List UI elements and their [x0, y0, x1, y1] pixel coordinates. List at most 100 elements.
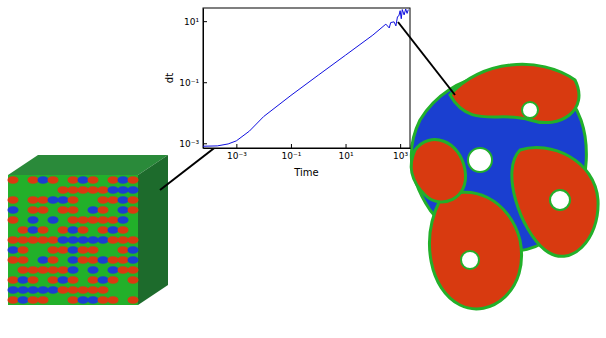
cube-blob: [28, 276, 39, 284]
y-tick-mark: [203, 143, 207, 144]
cube-blob: [78, 236, 89, 244]
cube-blob: [118, 266, 129, 274]
cube-front: [8, 175, 138, 305]
cube-blob: [68, 266, 79, 274]
cube-blob: [108, 276, 119, 284]
cube-blob: [58, 186, 69, 194]
cube-blob: [8, 286, 19, 294]
cube-blob: [18, 246, 29, 254]
cube-blob: [78, 256, 89, 264]
cube-blob: [128, 176, 139, 184]
cube-blob: [88, 246, 99, 254]
cube-blob: [78, 286, 89, 294]
cube-blob: [108, 256, 119, 264]
cube-blob: [8, 256, 19, 264]
cube-blob: [8, 196, 19, 204]
x-tick-mark: [400, 144, 401, 148]
cube-blob: [118, 206, 129, 214]
cube-blob: [88, 206, 99, 214]
cube-blob: [68, 216, 79, 224]
cube-blob: [78, 246, 89, 254]
cube-blob: [58, 286, 69, 294]
cube-blob: [58, 196, 69, 204]
cube-blob: [108, 196, 119, 204]
cube-blob: [128, 246, 139, 254]
hole: [461, 251, 479, 269]
cube-blob: [68, 196, 79, 204]
cube-blob: [8, 216, 19, 224]
x-tick: 10¹: [339, 144, 354, 161]
cube-blob: [48, 266, 59, 274]
cube-blob: [48, 246, 59, 254]
cube-blob: [18, 236, 29, 244]
cube-blob: [118, 226, 129, 234]
right-structure: [411, 64, 598, 308]
cube-blob: [28, 196, 39, 204]
cube-blob: [48, 236, 59, 244]
cube-blob: [8, 296, 19, 304]
cube-blob: [98, 186, 109, 194]
x-tick-label: 10⁻³: [227, 151, 247, 161]
cube-blob: [48, 256, 59, 264]
y-axis-line: [203, 9, 204, 149]
cube-blob: [38, 206, 49, 214]
cube-blob: [8, 206, 19, 214]
cube-blob: [88, 176, 99, 184]
cube-blob: [58, 276, 69, 284]
cube-blob: [128, 296, 139, 304]
y-tick-label: 10⁻³: [179, 139, 199, 149]
cube-blob: [8, 176, 19, 184]
cube-blob: [8, 236, 19, 244]
surface-blob: [411, 140, 465, 202]
cube-blob: [38, 196, 49, 204]
cube-blob: [118, 186, 129, 194]
cube-blob: [58, 266, 69, 274]
cube-blob: [8, 246, 19, 254]
cube-blob: [48, 276, 59, 284]
cube-blob: [88, 276, 99, 284]
cube-blob: [28, 236, 39, 244]
cube-blob: [68, 176, 79, 184]
cube-blob: [98, 256, 109, 264]
cube-blob: [68, 296, 79, 304]
cube-blob: [18, 296, 29, 304]
cube-blob: [108, 296, 119, 304]
cube-blob: [28, 296, 39, 304]
x-tick-mark: [346, 144, 347, 148]
cube-blob: [78, 176, 89, 184]
cube-blob: [98, 286, 109, 294]
cube-blob: [18, 226, 29, 234]
cube-blob: [88, 266, 99, 274]
cube-blob: [88, 186, 99, 194]
x-axis: 10⁻³10⁻¹10¹10³: [204, 144, 411, 161]
cube-blob: [128, 276, 139, 284]
chart: 10⁻³10⁻¹10¹10³10⁻³10⁻¹10¹Timedt: [164, 8, 411, 178]
cube-blob: [108, 176, 119, 184]
dt-line: [203, 9, 408, 146]
cube-blob: [28, 266, 39, 274]
cube-blob: [78, 226, 89, 234]
cube-blob: [108, 226, 119, 234]
cube-blob: [18, 276, 29, 284]
hole: [550, 190, 570, 210]
cube-blob: [58, 246, 69, 254]
x-tick: 10⁻³: [227, 144, 247, 161]
cube-blob: [28, 216, 39, 224]
cube-blob: [128, 236, 139, 244]
cube-side: [138, 155, 168, 305]
surface-blob: [450, 64, 579, 122]
cube-blob: [68, 206, 79, 214]
cube-blob: [108, 186, 119, 194]
hole: [522, 102, 538, 118]
cube-blob: [48, 176, 59, 184]
cube-blob: [38, 236, 49, 244]
cube-blob: [18, 256, 29, 264]
surface-blob: [512, 147, 598, 256]
cube-blob: [98, 236, 109, 244]
cube-blob: [118, 236, 129, 244]
cube-blob: [48, 196, 59, 204]
left-cube: [8, 155, 169, 305]
cube-blob: [38, 176, 49, 184]
x-tick: 10⁻¹: [282, 144, 302, 161]
cube-blob: [28, 206, 39, 214]
